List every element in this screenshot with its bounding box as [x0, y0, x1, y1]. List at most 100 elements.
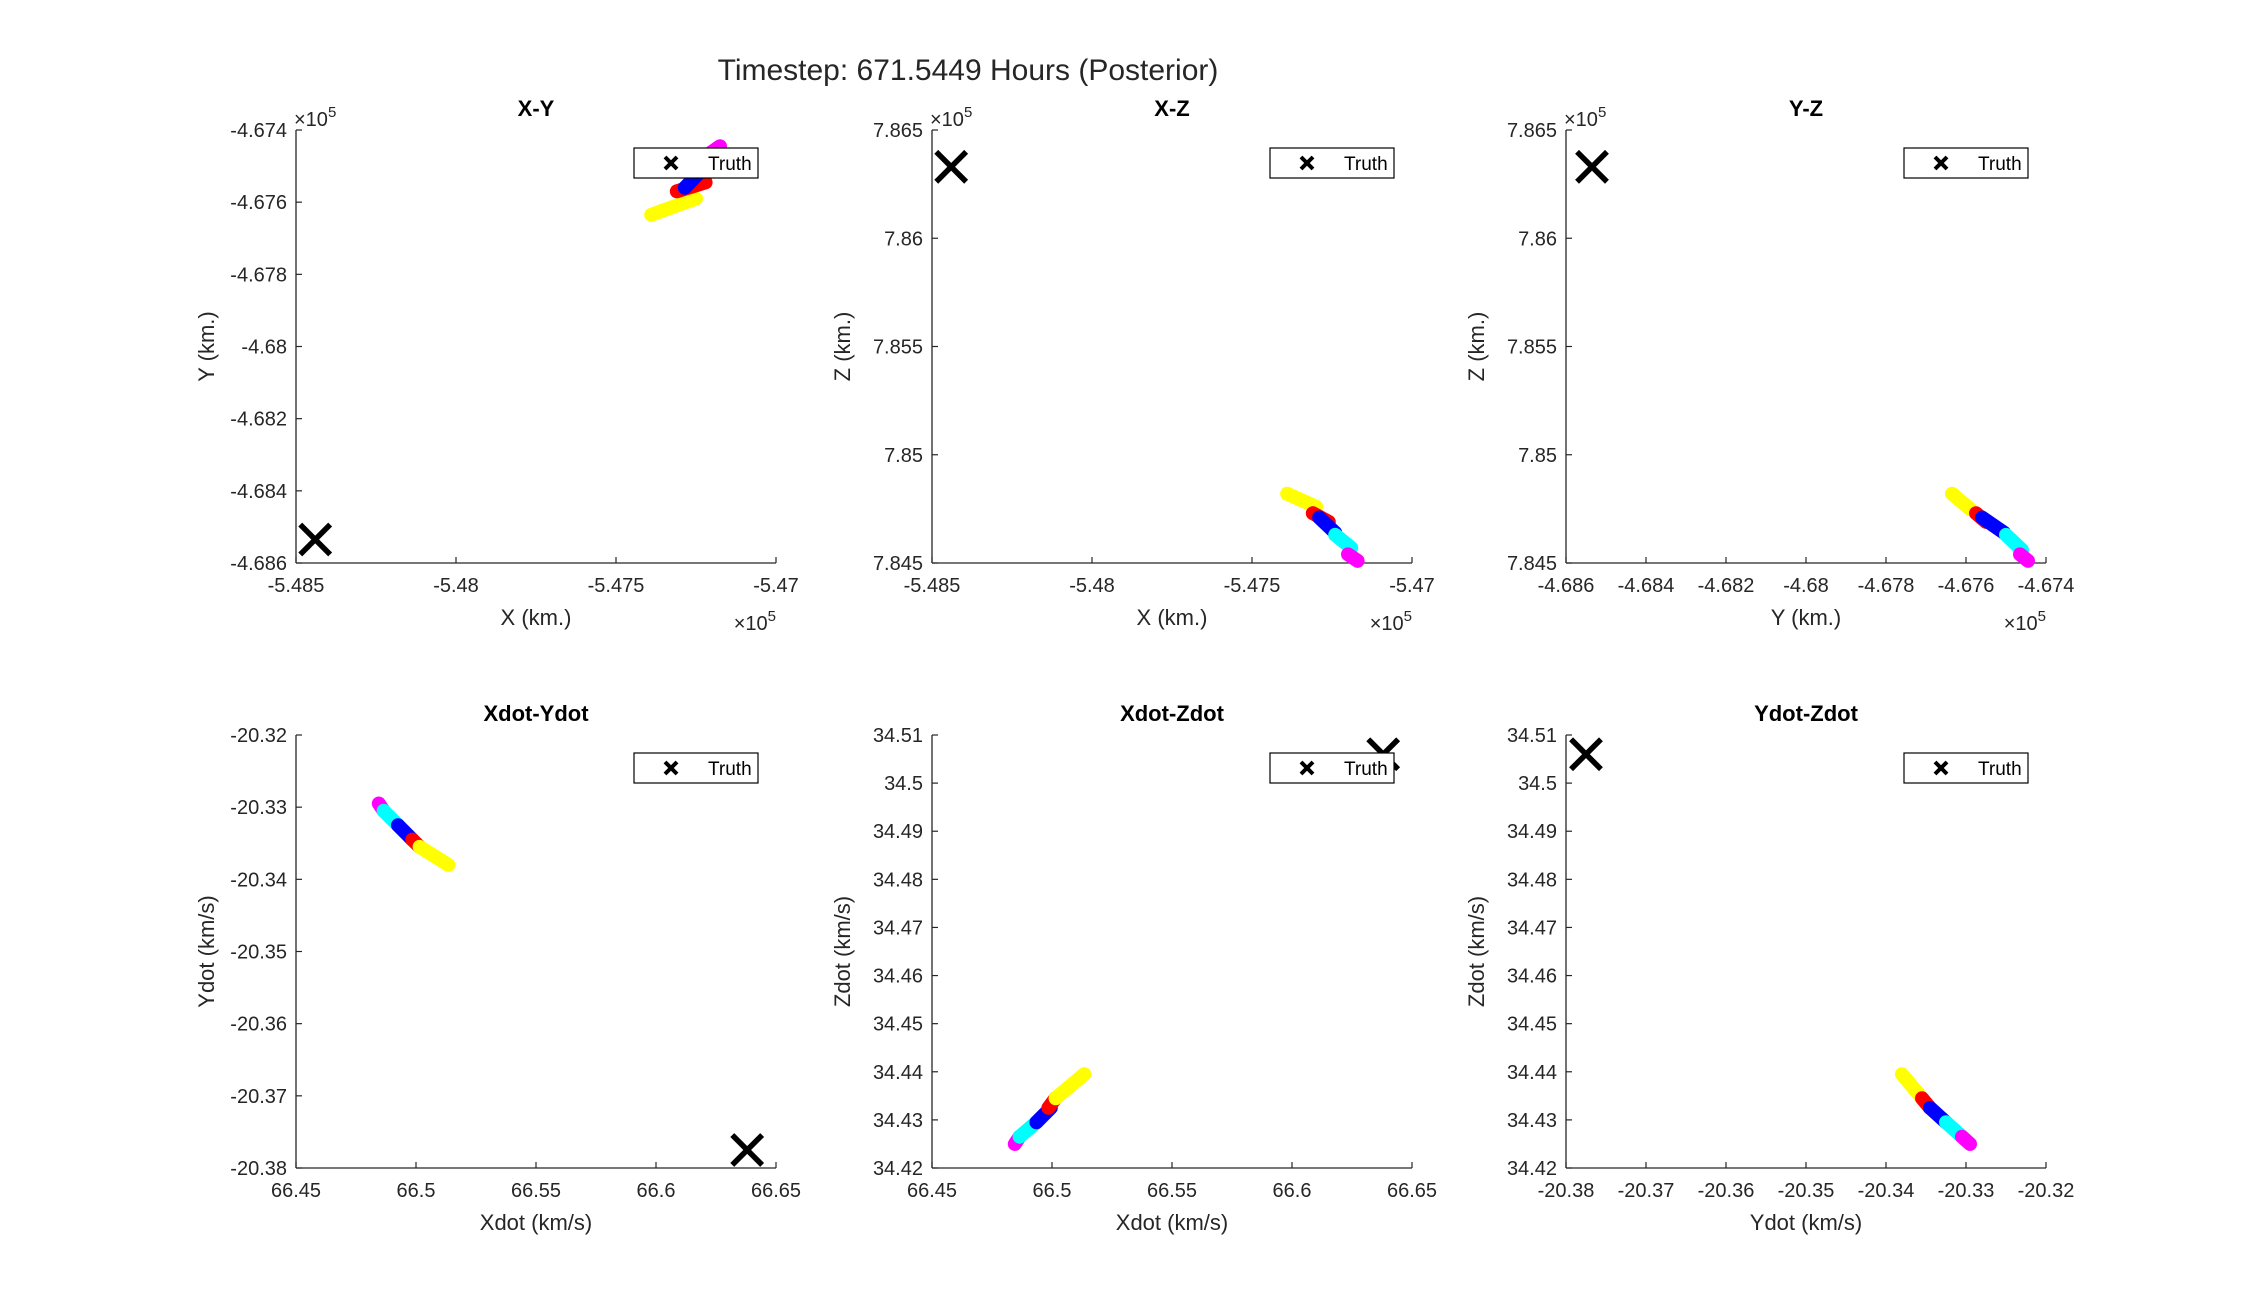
- y-tick-label: 34.43: [873, 1110, 923, 1132]
- y-tick-label: -20.38: [230, 1158, 287, 1180]
- y-tick-label: 34.44: [1507, 1062, 1557, 1084]
- x-tick-label: 66.55: [511, 1180, 561, 1202]
- y-tick-label: -20.34: [230, 869, 287, 891]
- y-tick-label: -20.33: [230, 797, 287, 819]
- y-tick-label: -20.36: [230, 1014, 287, 1036]
- y-tick-label: 7.855: [873, 337, 923, 359]
- x-tick-label: -20.33: [1938, 1180, 1995, 1202]
- legend-box: [1269, 147, 1395, 179]
- y-tick-label: 7.845: [873, 553, 923, 575]
- y-tick-label: 7.865: [873, 120, 923, 142]
- y-tick-label: 7.865: [1507, 120, 1557, 142]
- y-tick-label: 34.44: [873, 1062, 923, 1084]
- y-tick-label: 34.48: [1507, 869, 1557, 891]
- y-tick-label: -4.686: [230, 553, 287, 575]
- truth-marker-stroke: [1575, 149, 1609, 184]
- y-tick-label: 34.45: [873, 1014, 923, 1036]
- y-tick-label: 7.855: [1507, 337, 1557, 359]
- y-tick-label: -4.674: [230, 120, 287, 142]
- y-exponent-label: ×105: [1564, 104, 1606, 131]
- x-tick-label: -5.47: [1389, 575, 1435, 597]
- sample-cloud-yellow: [1280, 486, 1323, 514]
- legend-marker: [1299, 155, 1315, 171]
- y-tick-label: 34.42: [1507, 1158, 1557, 1180]
- legend-entry: Truth: [1978, 759, 2022, 780]
- legend[interactable]: Truth: [633, 147, 759, 179]
- x-axis-label: Xdot (km/s): [1116, 1210, 1228, 1235]
- axes-root: -5.485 -5.48 -5.475 -5.47 -4.686 -4.684 -4.682…: [194, 96, 2074, 1235]
- y-tick-label: 7.86: [1518, 228, 1557, 250]
- axes-title: Xdot-Zdot: [1120, 701, 1225, 726]
- x-tick-label: -5.475: [1224, 575, 1281, 597]
- x-tick-label: -20.34: [1858, 1180, 1915, 1202]
- x-tick-label: -4.68: [1783, 575, 1829, 597]
- axes-xz: -5.485 -5.48 -5.475 -5.47 7.845 7.85 7.855 7.86…: [830, 96, 1435, 635]
- x-tick-label: -5.48: [1069, 575, 1115, 597]
- x-axis-label: X (km.): [1137, 605, 1208, 630]
- y-tick-label: 7.86: [884, 228, 923, 250]
- y-tick-label: 7.85: [1518, 445, 1557, 467]
- y-tick-label: 34.49: [873, 821, 923, 843]
- sample-cloud-magenta: [1341, 547, 1365, 568]
- x-tick-label: -20.35: [1778, 1180, 1835, 1202]
- x-tick-label: -4.686: [1538, 575, 1595, 597]
- x-axis-label: Xdot (km/s): [480, 1210, 592, 1235]
- sample-cloud-yellow: [1945, 486, 1977, 516]
- y-tick-label: 34.49: [1507, 821, 1557, 843]
- x-tick-label: 66.5: [397, 1180, 436, 1202]
- legend-entry: Truth: [1344, 154, 1388, 175]
- x-axis-label: Ydot (km/s): [1750, 1210, 1862, 1235]
- legend-marker: [1933, 760, 1949, 776]
- x-axis-label: Y (km.): [1771, 605, 1841, 630]
- axes-xdot-zdot: 66.45 66.5 66.55 66.6 66.65 34.42 34.43 34.44 34…: [830, 701, 1437, 1235]
- x-exponent-label: ×105: [2004, 608, 2046, 635]
- y-tick-label: 34.5: [1518, 773, 1557, 795]
- x-axis-label: X (km.): [501, 605, 572, 630]
- axes-xdot-ydot: 66.45 66.5 66.55 66.6 66.65 -20.38 -20.37 -20.3…: [194, 701, 801, 1235]
- y-tick-label: -20.32: [230, 725, 287, 747]
- y-tick-label: 34.5: [884, 773, 923, 795]
- x-tick-label: 66.45: [271, 1180, 321, 1202]
- x-tick-label: -5.48: [433, 575, 479, 597]
- y-tick-label: 34.46: [873, 966, 923, 988]
- truth-marker: [1575, 149, 1609, 184]
- x-tick-label: -4.674: [2018, 575, 2075, 597]
- y-tick-label: 34.43: [1507, 1110, 1557, 1132]
- axes-xy: -5.485 -5.48 -5.475 -5.47 -4.686 -4.684 -4.682…: [194, 96, 799, 635]
- x-tick-label: 66.55: [1147, 1180, 1197, 1202]
- legend[interactable]: Truth: [633, 752, 759, 784]
- sample-cloud-cyan: [1328, 527, 1359, 555]
- x-exponent-label: ×105: [1370, 608, 1412, 635]
- x-tick-label: -20.36: [1698, 1180, 1755, 1202]
- axes-ydot-zdot: -20.38 -20.37 -20.36 -20.35 -20.34 -20.33 -20.…: [1464, 701, 2074, 1235]
- legend[interactable]: Truth: [1269, 752, 1395, 784]
- x-tick-label: 66.45: [907, 1180, 957, 1202]
- x-tick-label: -4.682: [1698, 575, 1755, 597]
- legend-marker: [663, 760, 679, 776]
- legend-box: [1903, 147, 2029, 179]
- x-tick-label: -20.38: [1538, 1180, 1595, 1202]
- truth-marker-stroke: [934, 149, 969, 184]
- truth-marker: [934, 149, 969, 184]
- y-axis-label: Y (km.): [194, 311, 219, 381]
- legend[interactable]: Truth: [1903, 752, 2029, 784]
- axes-title: X-Z: [1154, 96, 1189, 121]
- legend-marker: [1933, 155, 1949, 171]
- x-tick-label: -5.47: [753, 575, 799, 597]
- y-axis-label: Zdot (km/s): [1464, 896, 1489, 1007]
- y-tick-label: -4.682: [230, 409, 287, 431]
- y-tick-label: 34.42: [873, 1158, 923, 1180]
- legend-entry: Truth: [1344, 759, 1388, 780]
- truth-marker: [730, 1133, 765, 1167]
- x-tick-label: 66.6: [637, 1180, 676, 1202]
- legend[interactable]: Truth: [1269, 147, 1395, 179]
- axes-title: X-Y: [518, 96, 555, 121]
- y-exponent-label: ×105: [930, 104, 972, 131]
- axes-title: Xdot-Ydot: [483, 701, 589, 726]
- sample-cloud-magenta: [2013, 547, 2035, 568]
- legend-box: [1269, 752, 1395, 784]
- legend[interactable]: Truth: [1903, 147, 2029, 179]
- y-tick-label: -4.68: [241, 337, 287, 359]
- axes-title: Y-Z: [1789, 96, 1823, 121]
- x-tick-label: 66.65: [751, 1180, 801, 1202]
